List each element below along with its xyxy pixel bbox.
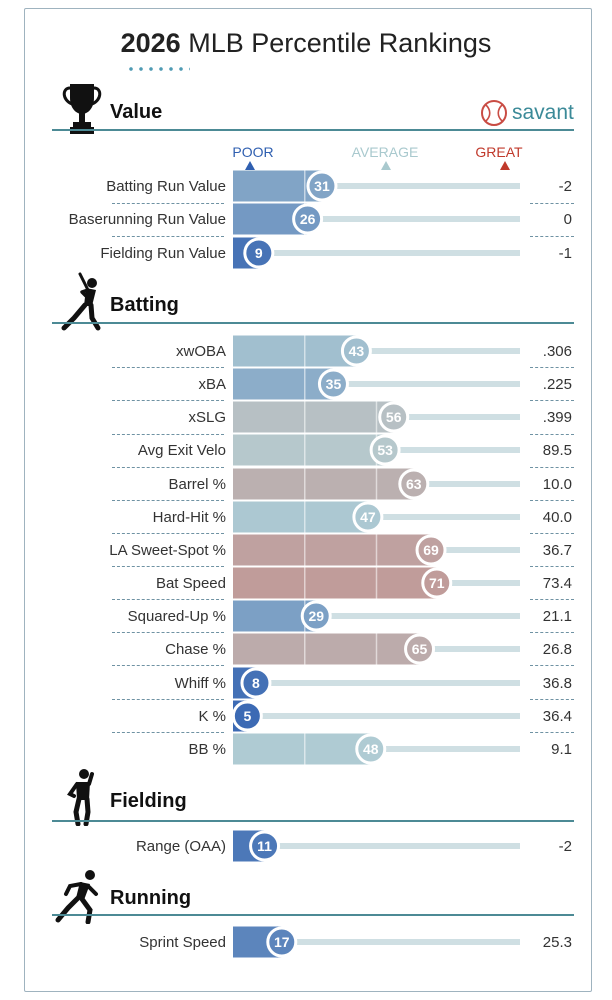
section-title-fielding: Fielding — [110, 790, 187, 812]
title-year: 2026 — [120, 28, 181, 58]
row-separator — [530, 236, 574, 237]
row-separator — [112, 434, 224, 435]
scale-marker-poor — [245, 161, 255, 170]
row-separator — [530, 732, 574, 733]
runner-icon — [55, 870, 98, 924]
section-title-value: Value — [110, 101, 163, 123]
row-separator — [530, 400, 574, 401]
row-separator — [530, 434, 574, 435]
section-rule-batting — [52, 322, 574, 324]
row-separator — [530, 566, 574, 567]
scale-label-poor: POOR — [232, 144, 274, 160]
row-separator — [112, 203, 224, 204]
section-title-running: Running — [110, 887, 192, 909]
card-frame — [24, 8, 592, 992]
scale-label-great: GREAT — [475, 144, 523, 160]
page-title: 2026 MLB Percentile Rankings — [0, 28, 612, 59]
trophy-icon — [62, 84, 102, 134]
row-separator — [112, 699, 224, 700]
savant-text: savant — [512, 101, 574, 124]
row-separator — [112, 632, 224, 633]
row-separator — [112, 500, 224, 501]
row-separator — [530, 632, 574, 633]
row-separator — [112, 533, 224, 534]
row-separator — [530, 599, 574, 600]
row-separator — [112, 665, 224, 666]
row-separator — [530, 467, 574, 468]
row-separator — [530, 367, 574, 368]
title-text: MLB Percentile Rankings — [180, 28, 492, 58]
savant-logo: savant — [480, 98, 574, 128]
row-separator — [112, 236, 224, 237]
section-rule-value — [52, 129, 574, 131]
batter-icon — [61, 272, 101, 331]
scale-marker-great — [500, 161, 510, 170]
row-separator — [112, 599, 224, 600]
section-rule-fielding — [52, 820, 574, 822]
scale-label-average: AVERAGE — [351, 144, 419, 160]
baseball-icon — [481, 100, 507, 126]
row-separator — [112, 566, 224, 567]
row-separator — [112, 400, 224, 401]
section-title-batting: Batting — [110, 294, 179, 316]
row-separator — [112, 732, 224, 733]
row-separator — [112, 467, 224, 468]
row-separator — [112, 367, 224, 368]
fielder-icon — [67, 769, 94, 826]
title-underline-dots — [126, 66, 190, 72]
row-separator — [530, 203, 574, 204]
row-separator — [530, 665, 574, 666]
section-rule-running — [52, 914, 574, 916]
row-separator — [530, 533, 574, 534]
row-separator — [530, 699, 574, 700]
row-separator — [530, 500, 574, 501]
scale-marker-average — [381, 161, 391, 170]
